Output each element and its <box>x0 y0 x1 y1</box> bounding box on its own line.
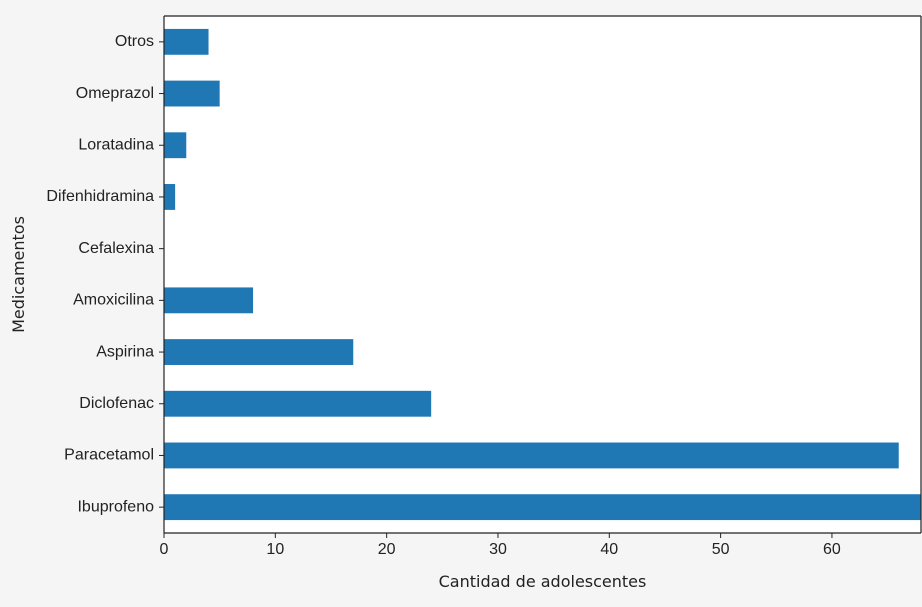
bar <box>164 132 187 159</box>
axes-group <box>163 15 922 534</box>
y-tick-label: Otros <box>115 33 154 50</box>
bar <box>164 287 254 314</box>
y-tick-label: Loratadina <box>78 136 154 153</box>
x-tick-label: 30 <box>489 541 507 558</box>
bar <box>164 442 899 469</box>
bars-group <box>164 28 921 521</box>
bar <box>164 390 432 417</box>
y-axis-label: Medicamentos <box>9 216 28 333</box>
y-tick-label: Difenhidramina <box>46 188 154 205</box>
bar <box>164 494 921 521</box>
y-tick-label: Amoxicilina <box>73 292 154 309</box>
x-tick-label: 0 <box>160 541 169 558</box>
y-tick-label: Cefalexina <box>78 240 154 257</box>
x-axis-label: Cantidad de adolescentes <box>439 572 647 591</box>
bar <box>164 28 209 55</box>
y-tick-label: Omeprazol <box>76 85 154 102</box>
x-tick-label: 60 <box>823 541 841 558</box>
y-tick-label: Paracetamol <box>64 447 154 464</box>
x-tick-label: 50 <box>712 541 730 558</box>
bar <box>164 339 354 365</box>
y-ticks: Ibuprofeno Paracetamol Diclofenac Aspirina A… <box>46 33 164 515</box>
y-tick-label: Diclofenac <box>79 395 154 412</box>
y-tick-label: Ibuprofeno <box>77 498 154 515</box>
x-ticks: 0 10 20 30 40 50 60 <box>160 533 841 558</box>
x-tick-label: 20 <box>378 541 396 558</box>
y-tick-label: Aspirina <box>96 343 154 360</box>
x-tick-label: 10 <box>266 541 284 558</box>
bar <box>164 184 176 210</box>
bar <box>164 80 220 107</box>
x-tick-label: 40 <box>600 541 618 558</box>
